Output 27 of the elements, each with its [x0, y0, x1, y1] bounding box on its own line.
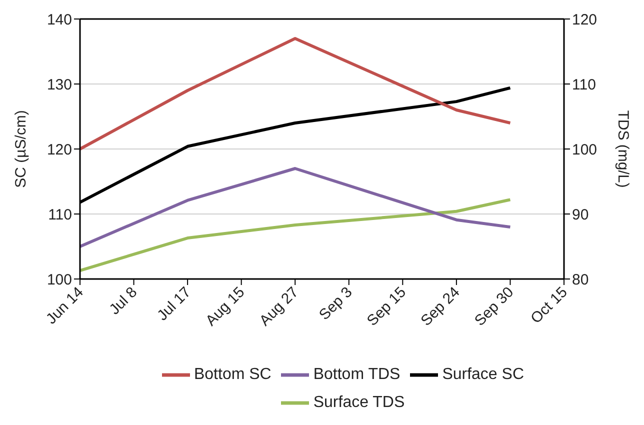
- x-tick-label: Sep 30: [471, 284, 518, 330]
- legend-label: Surface TDS: [313, 394, 405, 412]
- line-series: [78, 198, 512, 272]
- x-tick-label: Sep 15: [364, 284, 410, 330]
- x-tick-label: Aug 27: [256, 284, 302, 330]
- y2-tick-label: 90: [572, 206, 589, 224]
- y-tick-label: 120: [46, 141, 72, 158]
- legend-label: Bottom TDS: [313, 366, 400, 384]
- x-tick-label: Jul 8: [106, 284, 141, 318]
- y-tick-label: 140: [46, 11, 72, 28]
- y2-axis-title: TDS (mg/L): [614, 110, 632, 188]
- y2-tick-label: 120: [572, 11, 598, 28]
- legend-label: Surface SC: [442, 366, 524, 384]
- legend-label: Bottom SC: [194, 366, 272, 384]
- x-tick-label: Aug 15: [202, 284, 248, 330]
- x-tick-label: Jul 17: [154, 284, 194, 324]
- y2-tick-label: 110: [572, 76, 596, 94]
- x-tick-label: Sep 24: [418, 284, 464, 330]
- y2-tick-label: 100: [572, 141, 598, 158]
- line-series: [78, 37, 512, 150]
- line-series: [78, 167, 512, 248]
- x-tick-label: Sep 3: [316, 284, 356, 324]
- y-tick-label: 110: [48, 206, 72, 224]
- y-tick-label: 130: [46, 76, 72, 94]
- y2-tick-label: 80: [572, 271, 589, 288]
- x-tick-label: Oct 15: [528, 284, 571, 328]
- y-axis-title: SC (µS/cm): [12, 110, 30, 188]
